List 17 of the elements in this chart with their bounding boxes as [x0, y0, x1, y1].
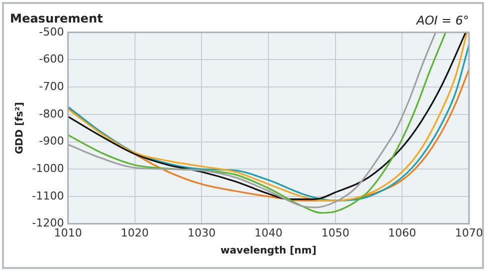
- y-tick-label: -900: [38, 134, 64, 148]
- y-tick-label: -600: [38, 52, 64, 66]
- y-tick-label: -700: [38, 80, 64, 93]
- text: AOI = 6°: [415, 14, 470, 28]
- x-axis-title: wavelength [nm]: [220, 246, 316, 257]
- x-tick-label: 1030: [188, 226, 216, 240]
- y-axis-title: GDD [fs²]: [14, 102, 26, 154]
- x-tick-label: 1040: [254, 226, 282, 240]
- x-tick-label: 1060: [388, 226, 416, 240]
- y-tick-label: -1100: [32, 189, 64, 202]
- y-tick-label: -1000: [32, 162, 64, 175]
- chart-title: Measurement: [10, 11, 104, 26]
- x-tick-label: 1070: [455, 226, 484, 240]
- y-tick-label: -500: [38, 25, 64, 38]
- x-tick-label: 1020: [120, 226, 149, 240]
- y-tick-label: -800: [38, 107, 64, 120]
- x-tick-label: 1050: [321, 226, 350, 240]
